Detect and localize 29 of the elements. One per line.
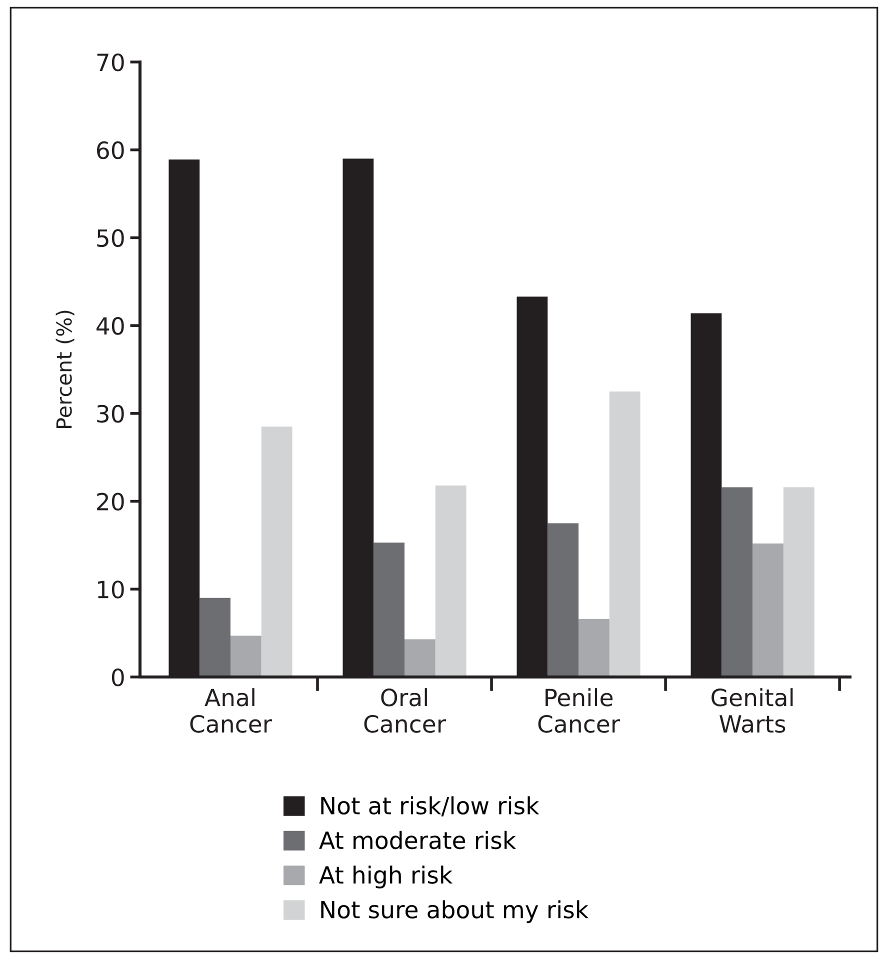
y-tick-label: 60 bbox=[97, 141, 124, 160]
y-tick-label: 50 bbox=[97, 229, 124, 248]
bar bbox=[230, 636, 262, 677]
x-tick-label: Oral Cancer bbox=[364, 688, 446, 733]
bar bbox=[404, 639, 436, 677]
y-tick-label: 70 bbox=[97, 53, 124, 72]
legend-label: Not at risk/low risk bbox=[321, 796, 540, 816]
y-tick-label: 10 bbox=[98, 580, 124, 598]
bar bbox=[722, 487, 753, 677]
y-tick-label: 0 bbox=[112, 668, 124, 686]
bar bbox=[200, 598, 230, 677]
x-tick-label: Penile Cancer bbox=[538, 688, 620, 733]
bar bbox=[435, 485, 466, 677]
bar bbox=[261, 426, 292, 677]
bar bbox=[548, 523, 579, 677]
legend-label: Not sure about my risk bbox=[321, 900, 589, 924]
x-tick-label: Anal Cancer bbox=[190, 688, 272, 733]
y-tick-label: 40 bbox=[96, 317, 124, 335]
bar bbox=[609, 391, 640, 677]
legend-label: At moderate risk bbox=[319, 830, 516, 850]
x-tick-label: Genital Warts bbox=[712, 688, 793, 733]
bar bbox=[374, 542, 405, 677]
y-tick-label: 30 bbox=[97, 404, 124, 423]
legend-label: At high risk bbox=[319, 866, 453, 888]
bar bbox=[783, 487, 814, 677]
bar bbox=[752, 543, 784, 677]
bar bbox=[578, 619, 610, 677]
y-tick-label: 20 bbox=[97, 492, 124, 511]
y-axis-title: Percent (%) bbox=[56, 310, 74, 428]
